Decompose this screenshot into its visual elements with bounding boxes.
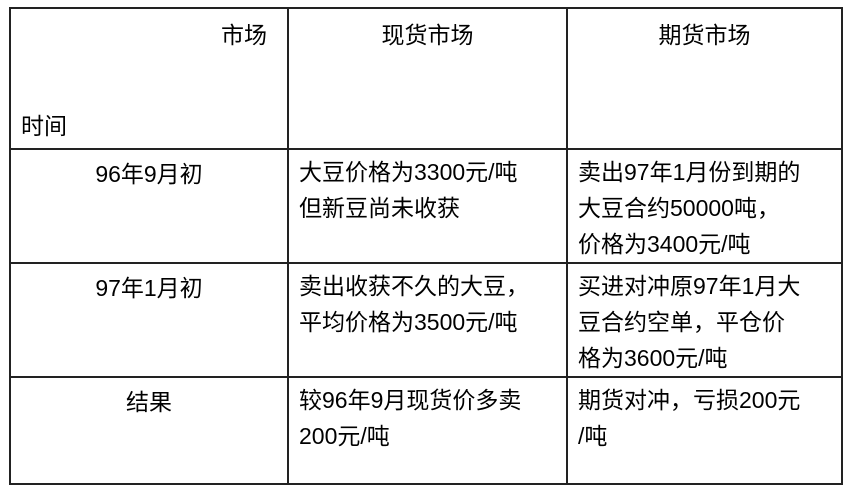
cell-line: 期货对冲，亏损200元 [578, 387, 801, 413]
cell-line: 大豆合约50000吨， [578, 195, 780, 221]
futures-market-header: 期货市场 [566, 7, 843, 150]
futures-cell: 期货对冲，亏损200元 /吨 [566, 376, 843, 485]
cell-line: 200元/吨 [299, 423, 390, 449]
time-cell: 97年1月初 [9, 262, 289, 378]
cell-line: 价格为3400元/吨 [578, 231, 751, 257]
table-row: 结果 较96年9月现货价多卖 200元/吨 期货对冲，亏损200元 /吨 [9, 376, 843, 485]
futures-cell: 卖出97年1月份到期的 大豆合约50000吨， 价格为3400元/吨 [566, 148, 843, 264]
time-cell: 96年9月初 [9, 148, 289, 264]
cell-line: 卖出97年1月份到期的 [578, 159, 801, 185]
corner-market-label: 市场 [221, 22, 267, 48]
cell-line: 大豆价格为3300元/吨 [299, 159, 518, 185]
spot-market-header: 现货市场 [287, 7, 568, 150]
spot-cell: 大豆价格为3300元/吨 但新豆尚未收获 [287, 148, 568, 264]
table-row: 96年9月初 大豆价格为3300元/吨 但新豆尚未收获 卖出97年1月份到期的 … [9, 148, 843, 264]
cell-line: 平均价格为3500元/吨 [299, 309, 518, 335]
cell-line: 但新豆尚未收获 [299, 195, 460, 221]
cell-line: /吨 [578, 423, 608, 449]
cell-line: 格为3600元/吨 [578, 345, 728, 371]
cell-line: 买进对冲原97年1月大 [578, 273, 801, 299]
hedging-table: 市场 时间 现货市场 期货市场 96年9月初 大豆价格为3300元/吨 但新豆尚… [9, 7, 843, 485]
corner-time-label: 时间 [21, 113, 67, 139]
spot-cell: 卖出收获不久的大豆， 平均价格为3500元/吨 [287, 262, 568, 378]
cell-line: 卖出收获不久的大豆， [299, 273, 529, 299]
cell-line: 较96年9月现货价多卖 [299, 387, 522, 413]
result-label-cell: 结果 [9, 376, 289, 485]
table-row: 97年1月初 卖出收获不久的大豆， 平均价格为3500元/吨 买进对冲原97年1… [9, 262, 843, 378]
futures-cell: 买进对冲原97年1月大 豆合约空单，平仓价 格为3600元/吨 [566, 262, 843, 378]
header-row: 市场 时间 现货市场 期货市场 [9, 7, 843, 150]
corner-header-cell: 市场 时间 [9, 7, 289, 150]
spot-cell: 较96年9月现货价多卖 200元/吨 [287, 376, 568, 485]
cell-line: 豆合约空单，平仓价 [578, 309, 785, 335]
